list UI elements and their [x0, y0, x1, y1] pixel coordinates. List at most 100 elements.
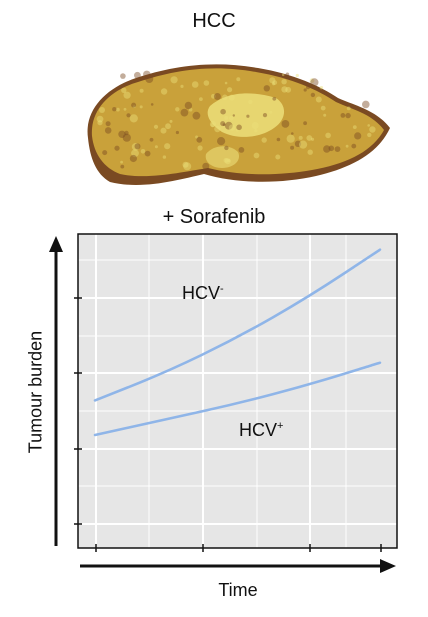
- liver-texture-spot: [306, 85, 310, 90]
- liver-texture-spot: [275, 154, 281, 160]
- liver-texture-spot: [196, 136, 203, 143]
- liver-texture-spot: [306, 135, 313, 141]
- liver-texture-spot: [253, 152, 260, 159]
- series-line-hcv-positive: [93, 361, 382, 437]
- liver-texture-spot: [272, 82, 275, 86]
- liver-lower-lobe: [205, 146, 240, 168]
- liver-texture-spot: [367, 124, 371, 127]
- series-line-hcv-negative: [93, 248, 382, 402]
- liver-texture-spot: [261, 137, 267, 143]
- liver-texture-spot: [235, 128, 239, 132]
- liver-texture-spot: [281, 86, 288, 93]
- liver-texture-spot: [184, 101, 193, 110]
- liver-texture-spot: [220, 121, 226, 127]
- liver-texture-spot: [132, 105, 136, 108]
- liver-texture-spot: [160, 127, 167, 134]
- liver-texture-spot: [164, 143, 171, 150]
- liver-texture-spot: [140, 149, 146, 154]
- liver-lobe-highlight: [207, 93, 285, 137]
- liver-texture-spot: [149, 137, 154, 142]
- series-label-hcv-negative: HCV-: [182, 283, 224, 304]
- liver-texture-spot: [251, 122, 259, 129]
- liver-texture: [96, 70, 376, 171]
- liver-texture-spot: [272, 80, 278, 85]
- liver-texture-spot: [126, 113, 131, 118]
- liver-texture-spot: [269, 110, 273, 114]
- liver-texture-spot: [102, 150, 108, 156]
- liver-texture-spot: [96, 115, 104, 123]
- liver-texture-spot: [310, 137, 315, 141]
- liver-texture-spot: [188, 107, 193, 112]
- liver-texture-spot: [362, 100, 370, 109]
- liver-texture-spot: [248, 99, 253, 105]
- liver-texture-spot: [263, 85, 270, 92]
- liver-texture-spot: [220, 108, 226, 115]
- liver-texture-spot: [144, 150, 151, 157]
- liver-texture-spot: [131, 149, 139, 158]
- liver-texture-spot: [165, 123, 171, 130]
- liver-texture-spot: [229, 115, 234, 121]
- liver-texture-spot: [213, 93, 221, 100]
- liver-texture-spot: [122, 133, 131, 142]
- liver-texture-spot: [211, 93, 216, 99]
- liver-texture-spot: [272, 96, 277, 101]
- series-label-hcv-positive: HCV+: [239, 420, 283, 441]
- liver-texture-spot: [254, 129, 258, 133]
- liver-texture-spot: [224, 115, 229, 120]
- liver-texture-spot: [99, 107, 105, 113]
- liver-texture-spot: [222, 94, 228, 101]
- liver-texture-spot: [298, 135, 303, 140]
- liver-texture-spot: [320, 105, 326, 111]
- series-label-text: HCV: [182, 283, 221, 303]
- liver-texture-spot: [224, 121, 233, 130]
- liver-texture-spot: [334, 146, 341, 152]
- liver-texture-spot: [223, 157, 229, 163]
- liver-texture-spot: [131, 102, 137, 108]
- liver-texture-spot: [281, 120, 290, 128]
- liver-texture-spot: [120, 164, 125, 169]
- series-label-superscript: -: [220, 283, 224, 295]
- liver-texture-spot: [202, 162, 210, 170]
- liver-texture-spot: [276, 137, 281, 142]
- liver-texture-spot: [310, 92, 316, 98]
- liver-texture-spot: [346, 106, 351, 111]
- liver-texture-spot: [112, 107, 117, 112]
- liver-texture-spot: [367, 132, 372, 138]
- liver-texture-spot: [197, 145, 203, 151]
- liver-texture-spot: [299, 140, 308, 149]
- liver-texture-spot: [182, 161, 189, 168]
- liver-texture-spot: [120, 73, 126, 79]
- liver-texture-spot: [246, 114, 250, 118]
- liver-texture-spot: [319, 86, 324, 90]
- liver-texture-spot: [323, 145, 331, 153]
- liver-texture-spot: [352, 125, 357, 129]
- liver-texture-spot: [139, 105, 143, 109]
- liver-texture-spot: [222, 123, 226, 126]
- liver-texture-spot: [192, 111, 201, 120]
- liver-texture-spot: [160, 88, 168, 95]
- liver-texture-spot: [210, 122, 215, 128]
- liver-texture-spot: [369, 126, 376, 133]
- liver-texture-spot: [175, 107, 180, 112]
- liver-texture-spot: [303, 88, 307, 92]
- liver-texture-spot: [214, 125, 221, 133]
- liver-texture-spot: [145, 75, 154, 83]
- liver-texture-spot: [131, 143, 140, 151]
- liver-texture-spot: [354, 132, 362, 140]
- liver-texture-spot: [236, 77, 241, 82]
- liver-texture-spot: [120, 160, 123, 164]
- liver-texture-spot: [143, 70, 151, 78]
- liver-texture-spot: [134, 143, 141, 150]
- liver-texture-spot: [154, 145, 158, 149]
- liver-texture-spot: [199, 97, 203, 101]
- liver-texture-spot: [123, 91, 131, 99]
- liver-texture-spot: [121, 87, 127, 93]
- liver-texture-spot: [325, 132, 331, 139]
- liver-texture-spot: [228, 124, 236, 131]
- liver-texture-spot: [281, 79, 287, 85]
- liver-texture-spot: [262, 113, 268, 118]
- liver-texture-spot: [227, 87, 233, 93]
- liver-texture-spot: [104, 127, 112, 134]
- liver-texture-spot: [303, 121, 307, 126]
